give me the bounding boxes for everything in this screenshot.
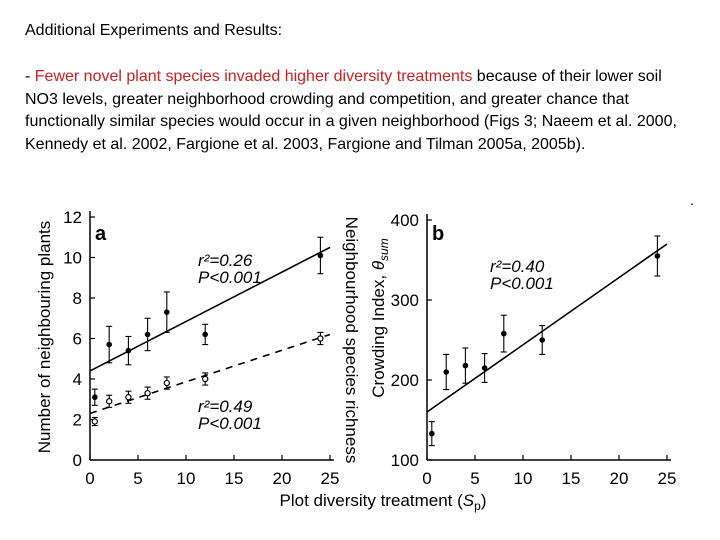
paragraph-prefix: - bbox=[25, 68, 35, 85]
panel-a-xtick-label: 5 bbox=[133, 469, 142, 488]
panel-a-point-open bbox=[125, 394, 132, 401]
panel-a-point-open bbox=[105, 398, 113, 405]
panel-a-fit-line-1 bbox=[89, 333, 331, 415]
panel-a-xtick-label: 25 bbox=[321, 469, 340, 488]
panel-b-point-filled bbox=[429, 430, 435, 437]
panel-a-annotation-r2: r²=0.49 bbox=[198, 397, 253, 416]
stray-dot: . bbox=[690, 192, 694, 208]
panel-a: Number of neighbouring plants Neighbourh… bbox=[35, 208, 361, 488]
panel-b-xtick-label: 25 bbox=[658, 469, 677, 488]
panel-b-ylabel: Crowding Index, θsum bbox=[369, 238, 391, 397]
panel-a-annotation-r2: r²=0.26 bbox=[198, 251, 253, 270]
panel-a-ytick-label: 2 bbox=[73, 411, 82, 430]
panel-a-point-open bbox=[317, 335, 324, 342]
panel-a-point-open bbox=[144, 389, 151, 397]
panel-b-ytick-label: 200 bbox=[391, 371, 419, 390]
panel-b-point-filled bbox=[481, 365, 488, 371]
shared-xlabel: Plot diversity treatment (Sp) bbox=[280, 491, 487, 513]
panel-b-xtick-label: 15 bbox=[562, 469, 581, 488]
panel-a-xtick-label: 0 bbox=[85, 469, 94, 488]
xlabel-end: ) bbox=[481, 491, 487, 510]
panel-a-right-label: Neighbourhood species richness bbox=[342, 217, 361, 464]
body-paragraph: - Fewer novel plant species invaded high… bbox=[25, 66, 695, 156]
panel-b-point-filled bbox=[539, 337, 545, 343]
panel-a-point-filled bbox=[144, 331, 151, 338]
paragraph-rest: because of their lower soil NO3 levels, … bbox=[25, 68, 677, 153]
panel-a-xtick-label: 10 bbox=[177, 469, 196, 488]
panel-a-xtick-label: 20 bbox=[273, 469, 292, 488]
panel-b-point-filled bbox=[501, 330, 507, 337]
panel-a-annotation-p: P<0.001 bbox=[198, 414, 262, 433]
xlabel-symbol: S bbox=[463, 491, 475, 510]
panel-b-annotation-p: P<0.001 bbox=[490, 274, 554, 293]
panel-b-point-filled bbox=[654, 253, 661, 259]
panel-b-xtick-label: 0 bbox=[422, 469, 431, 488]
panel-a-ytick-label: 0 bbox=[73, 451, 82, 470]
highlighted-finding: Fewer novel plant species invaded higher… bbox=[34, 68, 473, 85]
panel-a-xtick-label: 15 bbox=[225, 469, 244, 488]
panel-b-ytick-label: 300 bbox=[391, 291, 419, 310]
panel-a-ytick-label: 6 bbox=[73, 330, 82, 349]
panel-a-annotation-p: P<0.001 bbox=[198, 268, 262, 287]
panel-b-xtick-label: 5 bbox=[470, 469, 479, 488]
panel-b-fit-line-0 bbox=[426, 243, 668, 413]
panel-a-point-filled bbox=[317, 252, 324, 259]
panel-a-ylabel: Number of neighbouring plants bbox=[35, 221, 54, 453]
panel-b-ylabel-theta: θ bbox=[369, 260, 388, 270]
panel-a-point-open bbox=[91, 418, 99, 425]
panel-a-point-filled bbox=[164, 309, 170, 315]
panel-b-xtick-label: 20 bbox=[610, 469, 629, 488]
panel-b-ytick-label: 400 bbox=[391, 211, 419, 230]
panel-a-ytick-label: 8 bbox=[73, 289, 82, 308]
panel-a-point-open bbox=[201, 375, 209, 383]
panel-a-ytick-label: 12 bbox=[63, 208, 82, 227]
panel-b-xtick-label: 10 bbox=[514, 469, 533, 488]
panel-a-point-filled bbox=[106, 341, 112, 348]
panel-b: Crowding Index, θsum b 100 200 300 400 0 5 10 1… bbox=[369, 211, 676, 488]
panel-a-point-open bbox=[163, 379, 170, 387]
panel-a-point-filled bbox=[202, 331, 208, 338]
panel-a-point-filled bbox=[125, 347, 132, 354]
panel-b-letter: b bbox=[432, 223, 444, 245]
panel-b-annotation-r2: r²=0.40 bbox=[490, 257, 545, 276]
panel-a-letter: a bbox=[95, 223, 107, 245]
section-heading: Additional Experiments and Results: bbox=[25, 22, 283, 39]
panel-b-ytick-label: 100 bbox=[391, 451, 419, 470]
panel-a-point-filled bbox=[92, 394, 98, 401]
xlabel-subscript: p bbox=[474, 499, 481, 513]
panel-a-ytick-label: 4 bbox=[73, 370, 82, 389]
xlabel-main: Plot diversity treatment ( bbox=[280, 491, 464, 510]
panel-b-ylabel-sub: sum bbox=[377, 238, 391, 261]
panel-b-ylabel-main: Crowding Index, bbox=[369, 270, 388, 398]
panel-b-point-filled bbox=[462, 362, 469, 369]
panel-b-point-filled bbox=[443, 369, 450, 375]
panel-a-ytick-label: 10 bbox=[63, 249, 82, 268]
